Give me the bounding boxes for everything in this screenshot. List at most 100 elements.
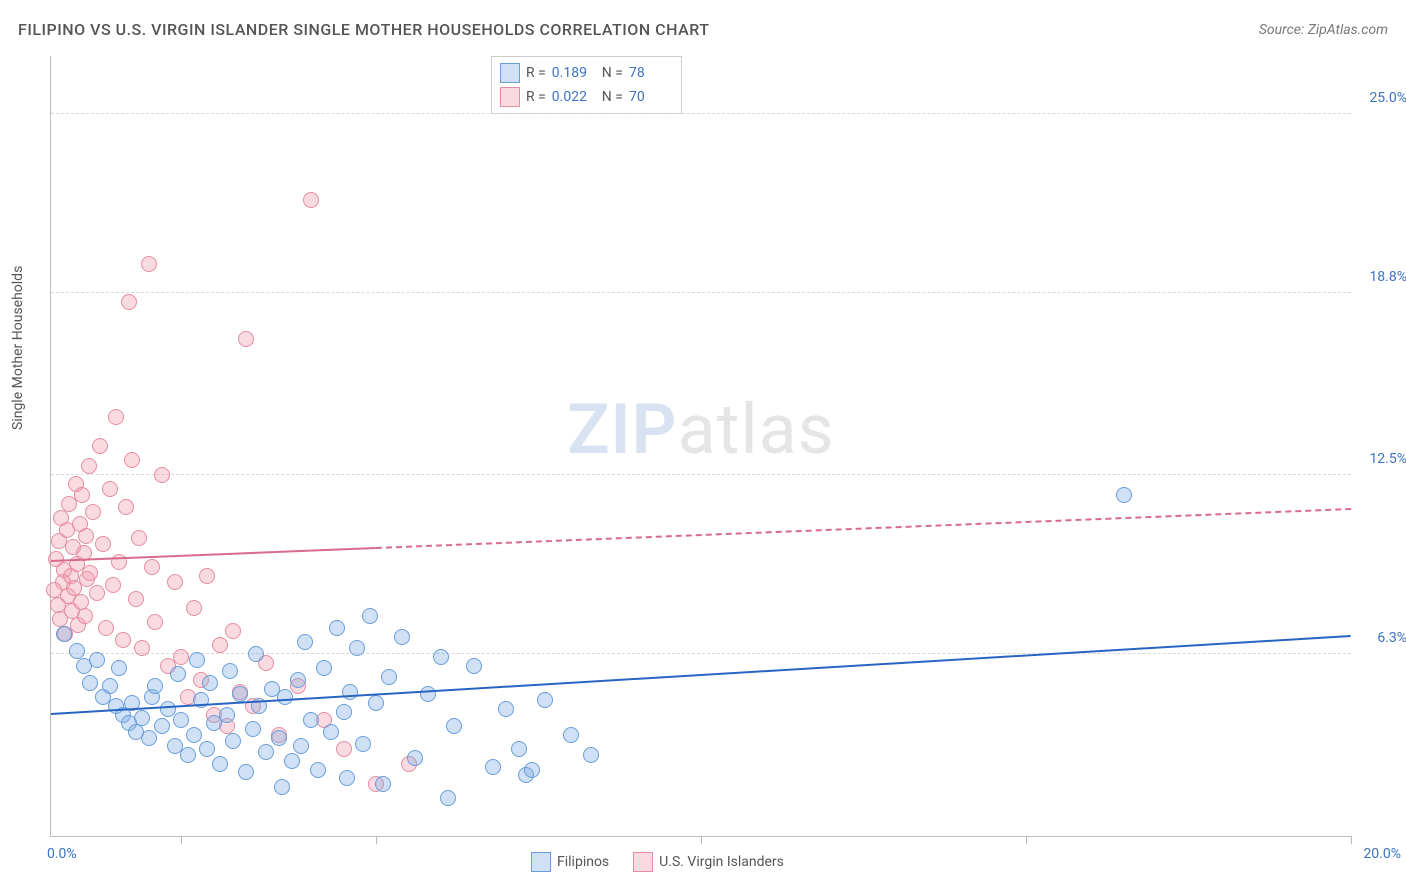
y-tick-label: 12.5% — [1369, 451, 1406, 467]
blue-point — [446, 718, 462, 734]
swatch-blue — [500, 63, 520, 83]
gridline — [51, 653, 1351, 654]
blue-point — [323, 724, 339, 740]
legend-item-blue: Filipinos — [531, 852, 609, 872]
blue-point — [154, 718, 170, 734]
x-tick — [1351, 836, 1352, 844]
blue-point — [290, 672, 306, 688]
blue-point — [89, 652, 105, 668]
stats-row-blue: R = 0.189 N = 78 — [500, 61, 673, 85]
n-label: N = — [602, 89, 623, 105]
pink-point — [173, 649, 189, 665]
watermark-zip: ZIP — [567, 389, 677, 471]
blue-point — [394, 629, 410, 645]
blue-point — [368, 695, 384, 711]
scatter-chart: ZIPatlas R = 0.189 N = 78 R = 0.022 N = … — [50, 56, 1351, 837]
blue-point — [511, 741, 527, 757]
blue-point — [274, 779, 290, 795]
blue-point — [1116, 487, 1132, 503]
y-axis-label: Single Mother Households — [10, 266, 26, 430]
pink-point — [81, 458, 97, 474]
blue-point — [355, 736, 371, 752]
blue-point — [339, 770, 355, 786]
r-label: R = — [526, 89, 546, 105]
watermark: ZIPatlas — [567, 389, 835, 471]
y-tick-label: 25.0% — [1369, 90, 1406, 106]
blue-point — [498, 701, 514, 717]
blue-point — [583, 747, 599, 763]
pink-point — [115, 632, 131, 648]
blue-point — [173, 712, 189, 728]
y-tick-label: 6.3% — [1377, 630, 1406, 646]
swatch-blue — [531, 852, 551, 872]
blue-point — [316, 660, 332, 676]
blue-point — [271, 730, 287, 746]
watermark-atlas: atlas — [678, 389, 835, 471]
chart-header: FILIPINO VS U.S. VIRGIN ISLANDER SINGLE … — [18, 20, 1388, 39]
stats-row-pink: R = 0.022 N = 70 — [500, 85, 673, 109]
pink-point — [134, 640, 150, 656]
blue-point — [537, 692, 553, 708]
pink-point — [167, 574, 183, 590]
blue-point — [248, 646, 264, 662]
blue-point — [225, 733, 241, 749]
pink-point — [141, 256, 157, 272]
trend-line — [51, 635, 1351, 715]
blue-point — [277, 689, 293, 705]
blue-point — [433, 649, 449, 665]
pink-point — [124, 452, 140, 468]
legend-label-blue: Filipinos — [557, 854, 609, 870]
y-tick-label: 18.8% — [1369, 269, 1406, 285]
swatch-pink — [633, 852, 653, 872]
blue-point — [111, 660, 127, 676]
pink-point — [121, 294, 137, 310]
pink-point — [199, 568, 215, 584]
legend-label-pink: U.S. Virgin Islanders — [659, 854, 784, 870]
pink-point — [89, 585, 105, 601]
blue-point — [189, 652, 205, 668]
blue-point — [202, 675, 218, 691]
blue-point — [362, 608, 378, 624]
blue-point — [485, 759, 501, 775]
blue-point — [381, 669, 397, 685]
pink-point — [144, 559, 160, 575]
blue-point — [375, 776, 391, 792]
x-tick — [1026, 836, 1027, 844]
pink-point — [118, 499, 134, 515]
chart-source: Source: ZipAtlas.com — [1259, 22, 1388, 38]
swatch-pink — [500, 87, 520, 107]
blue-point — [180, 747, 196, 763]
blue-point — [219, 707, 235, 723]
n-value-blue: 78 — [629, 65, 673, 81]
pink-point — [303, 192, 319, 208]
pink-point — [73, 594, 89, 610]
blue-point — [420, 686, 436, 702]
blue-point — [524, 762, 540, 778]
r-value-pink: 0.022 — [552, 89, 596, 105]
pink-point — [102, 481, 118, 497]
blue-point — [141, 730, 157, 746]
blue-point — [56, 626, 72, 642]
x-max-label: 20.0% — [1363, 846, 1401, 862]
chart-title: FILIPINO VS U.S. VIRGIN ISLANDER SINGLE … — [18, 20, 710, 39]
pink-point — [154, 467, 170, 483]
pink-point — [131, 530, 147, 546]
n-value-pink: 70 — [629, 89, 673, 105]
pink-point — [111, 554, 127, 570]
blue-point — [222, 663, 238, 679]
blue-point — [336, 704, 352, 720]
blue-point — [186, 727, 202, 743]
pink-point — [85, 504, 101, 520]
pink-point — [128, 591, 144, 607]
blue-point — [82, 675, 98, 691]
x-min-label: 0.0% — [47, 846, 77, 862]
stats-legend: R = 0.189 N = 78 R = 0.022 N = 70 — [491, 56, 682, 114]
blue-point — [170, 666, 186, 682]
pink-point — [78, 528, 94, 544]
pink-point — [77, 608, 93, 624]
pink-point — [147, 614, 163, 630]
x-tick — [701, 836, 702, 844]
n-label: N = — [602, 65, 623, 81]
blue-point — [284, 753, 300, 769]
pink-point — [105, 577, 121, 593]
